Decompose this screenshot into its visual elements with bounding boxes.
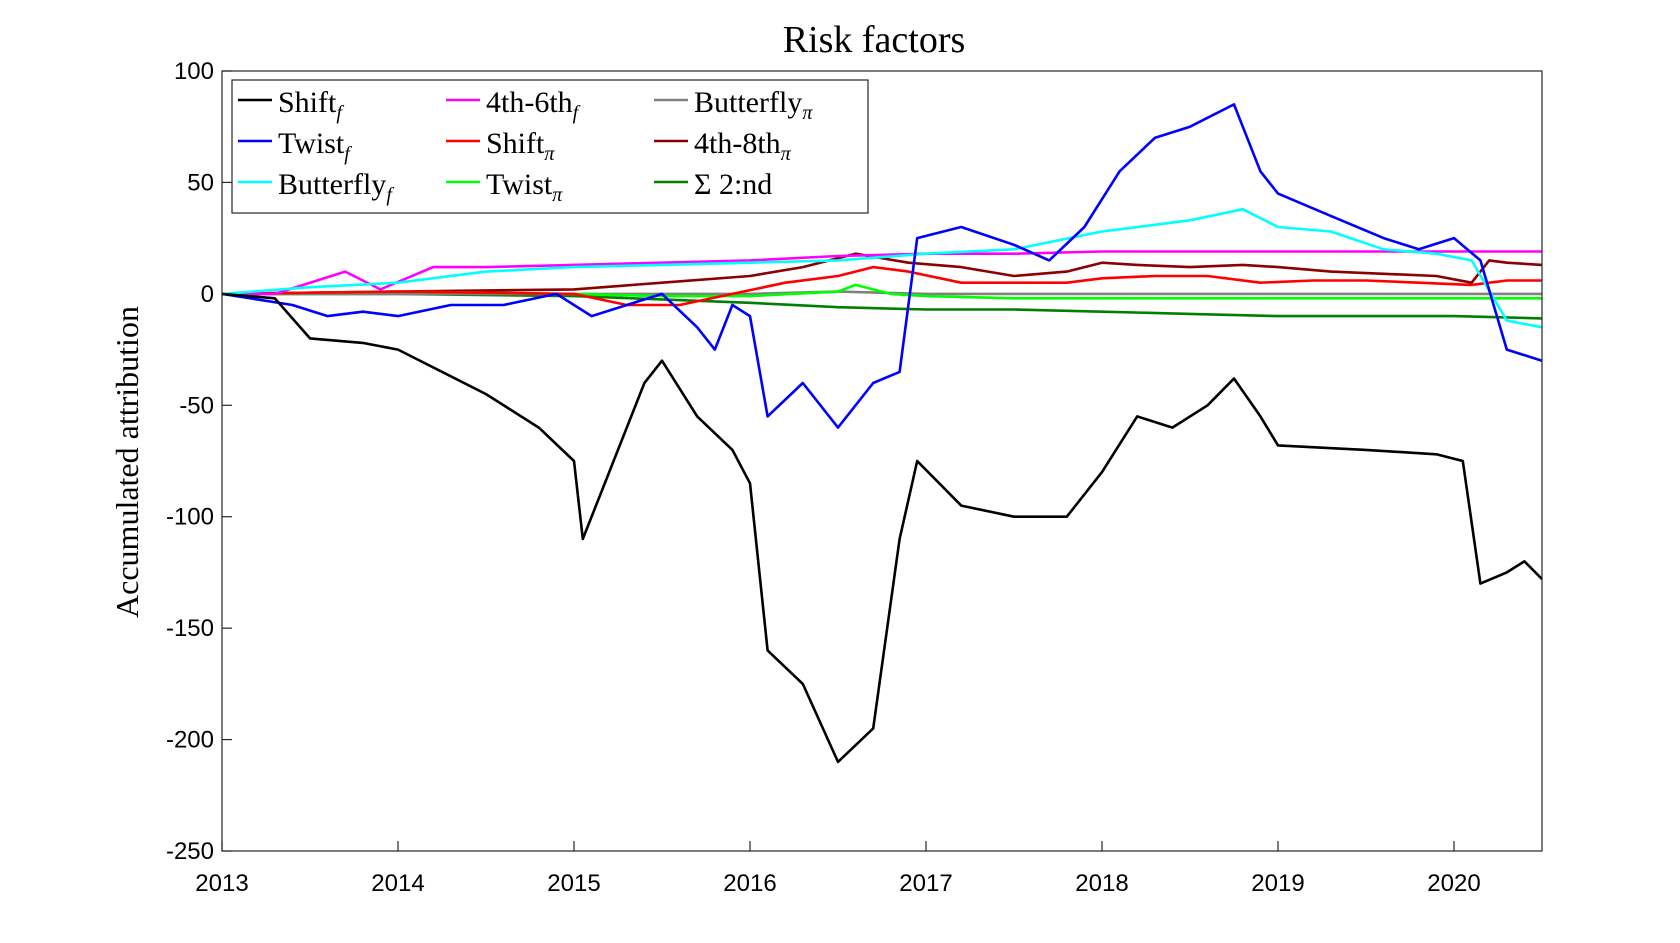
legend-entry-8: Σ 2:nd [694, 168, 772, 201]
x-tick-label: 2016 [723, 870, 776, 897]
x-tick-label: 2014 [371, 870, 424, 897]
axes-frame [221, 70, 1543, 852]
plot-area [221, 103, 1543, 764]
x-tick-label: 2013 [195, 870, 248, 897]
axes: 2013 2014 2015 2016 2017 2018 2019 2020 100 50 0 -5… [166, 58, 1543, 897]
y-tick-label: -100 [166, 504, 214, 531]
series-line-7 [221, 252, 1543, 296]
y-tick-label: -250 [166, 838, 214, 865]
series-line-8 [222, 292, 1543, 320]
legend-entry-3: 4th-6thf [486, 86, 581, 124]
y-tick-label: -150 [166, 615, 214, 642]
legend-entry-4: Shiftπ [486, 127, 555, 165]
series-line-4 [221, 265, 1542, 307]
y-tick-label: 100 [174, 58, 214, 85]
x-tick-label: 2020 [1427, 870, 1480, 897]
y-axis-label: Accumulated attribution [109, 306, 145, 618]
x-tick-label: 2019 [1251, 870, 1304, 897]
x-tick-label: 2015 [547, 870, 600, 897]
series-line-3 [222, 250, 1542, 296]
legend-entry-7: 4th-8thπ [694, 127, 792, 165]
legend-entry-1: Twistf [278, 127, 352, 165]
legend-box [231, 79, 869, 214]
x-tick-label: 2018 [1075, 870, 1128, 897]
x-tick-label: 2017 [899, 870, 952, 897]
y-tick-label: 0 [201, 281, 214, 308]
series-line-0 [221, 292, 1543, 764]
y-tick-label: 50 [187, 169, 214, 196]
chart-title: Risk factors [783, 19, 966, 61]
y-tick-label: -50 [179, 392, 214, 419]
series-line-2 [221, 207, 1543, 329]
legend-entry-2: Butterflyf [278, 168, 394, 206]
series-line-5 [221, 283, 1542, 300]
legend-entry-6: Butterflyπ [694, 86, 813, 124]
legend-entry-0: Shiftf [278, 86, 344, 124]
legend-entry-5: Twistπ [486, 168, 563, 206]
series-line-1 [221, 103, 1543, 429]
y-tick-label: -200 [166, 727, 214, 754]
